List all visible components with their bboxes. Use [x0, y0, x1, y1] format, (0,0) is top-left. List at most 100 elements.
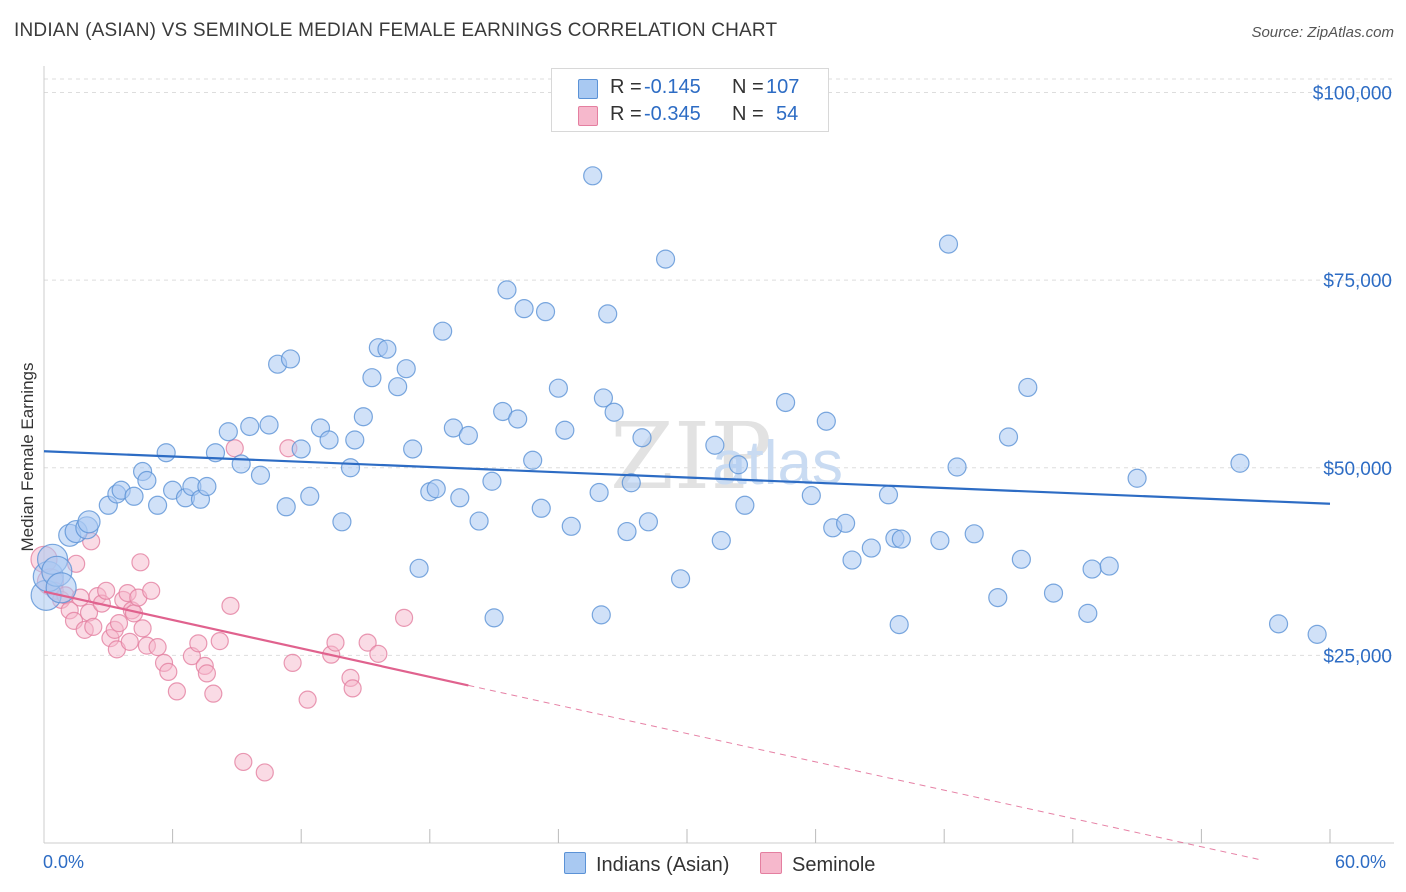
indians-asian-point [535, 302, 556, 322]
bottom-legend-label-indians: Indians (Asian) [596, 854, 730, 876]
indians-asian-point [583, 166, 603, 186]
indians-asian-point [197, 476, 217, 497]
seminole-point [197, 664, 216, 683]
indians-asian-point [801, 485, 821, 506]
bottom-legend-swatch-pink [760, 852, 782, 874]
indians-asian-point [484, 608, 504, 628]
indians-asian-point [362, 368, 382, 388]
indians-asian-point [705, 435, 725, 455]
seminole-point [255, 763, 274, 782]
watermark-zip: ZIP [610, 403, 772, 510]
indians-asian-point [514, 299, 534, 319]
y-tick-label: $75,000 [1323, 271, 1392, 292]
legend-swatch-pink [578, 106, 598, 126]
legend-r-value: -0.145 [644, 76, 701, 98]
indians-asian-point [998, 427, 1019, 447]
seminole-point [221, 596, 240, 615]
indians-asian-point [1268, 614, 1289, 634]
indians-asian-point [508, 409, 528, 429]
indians-asian-point [1127, 468, 1147, 488]
indians-asian-point [319, 430, 339, 450]
indians-asian-point [1099, 556, 1119, 576]
indians-asian-point [621, 473, 641, 493]
indians-asian-point [1018, 377, 1038, 398]
seminole-point [234, 752, 253, 772]
indians-asian-points [30, 166, 1327, 644]
indians-asian-point [124, 486, 144, 506]
seminole-point [97, 581, 116, 600]
indians-asian-point [345, 430, 365, 450]
indians-asian-point [409, 558, 429, 578]
legend-n-value: 54 [776, 103, 799, 125]
indians-asian-point [469, 511, 489, 531]
indians-asian-point [938, 234, 959, 254]
legend-r-label: R = [610, 76, 642, 98]
indians-asian-point [291, 439, 311, 459]
indians-asian-point [156, 443, 176, 463]
trend-lines [43, 450, 1331, 860]
indians-asian-point [353, 407, 373, 427]
indians-asian-point [280, 349, 301, 369]
indians-asian-point [1230, 453, 1250, 473]
legend-row-indians: R = -0.145 N = 107 [552, 73, 828, 101]
indians-asian-point [147, 495, 168, 515]
seminole-points [30, 439, 414, 782]
indians-asian-point [231, 454, 251, 474]
indians-asian-point [426, 479, 446, 499]
indians-asian-point [561, 516, 581, 536]
indians-asian-point [632, 428, 652, 448]
seminole-point [131, 553, 150, 572]
seminole-point [210, 632, 229, 651]
indians-asian-point [276, 497, 296, 517]
bottom-legend-seminole: Seminole [760, 852, 875, 877]
indians-asian-point [523, 450, 543, 470]
seminole-point [343, 679, 362, 698]
correlation-legend: R = -0.145 N = 107 R = -0.345 N = 54 [551, 68, 829, 132]
indians-asian-point [300, 486, 320, 506]
indians-asian-point [1011, 549, 1031, 569]
indians-asian-point [1307, 624, 1327, 644]
indians-asian-point [388, 377, 408, 397]
indians-asian-point [988, 587, 1008, 608]
seminole-point [358, 633, 377, 652]
indians-asian-point [458, 425, 478, 446]
y-axis-label: Median Female Earnings [18, 362, 37, 552]
y-tick-label: $25,000 [1323, 646, 1392, 667]
seminole-point [159, 662, 178, 681]
indians-asian-point [377, 339, 397, 359]
indians-asian-point [589, 482, 609, 503]
seminole-point [84, 617, 103, 636]
y-tick-label: $50,000 [1323, 459, 1392, 480]
legend-row-seminole: R = -0.345 N = 54 [552, 100, 828, 128]
indians-asian-point [617, 521, 637, 542]
indians-asian-point [816, 411, 836, 431]
indians-asian-point [593, 388, 614, 408]
seminole-point [326, 633, 345, 652]
bottom-legend-swatch-blue [564, 852, 586, 874]
x-tick-label-max: 60.0% [1335, 852, 1387, 872]
indians-asian-point [548, 378, 569, 398]
indians-asian-point [493, 401, 513, 422]
seminole-point [189, 634, 208, 653]
indians-asian-point [332, 512, 352, 532]
indians-asian-point [482, 471, 502, 491]
indians-asian-point [836, 513, 856, 533]
indians-asian-point [77, 510, 101, 534]
indians-asian-point [728, 455, 749, 475]
indians-asian-point [218, 422, 238, 442]
indians-asian-point [735, 495, 755, 515]
indians-asian-point [638, 512, 659, 532]
seminole-point [394, 608, 414, 627]
seminole-point [167, 682, 186, 701]
chart-title: INDIAN (ASIAN) VS SEMINOLE MEDIAN FEMALE… [14, 20, 778, 41]
indians-asian-point [240, 416, 260, 437]
y-tick-label: $100,000 [1313, 84, 1392, 105]
indians-asian-point [396, 359, 416, 379]
indians-asian-point [775, 392, 796, 413]
indians-asian-point [1082, 559, 1102, 579]
seminole-point [142, 581, 161, 600]
indians-asian-point [591, 605, 611, 625]
seminole-trend-line [43, 590, 469, 687]
x-tick-label-min: 0.0% [43, 852, 85, 872]
